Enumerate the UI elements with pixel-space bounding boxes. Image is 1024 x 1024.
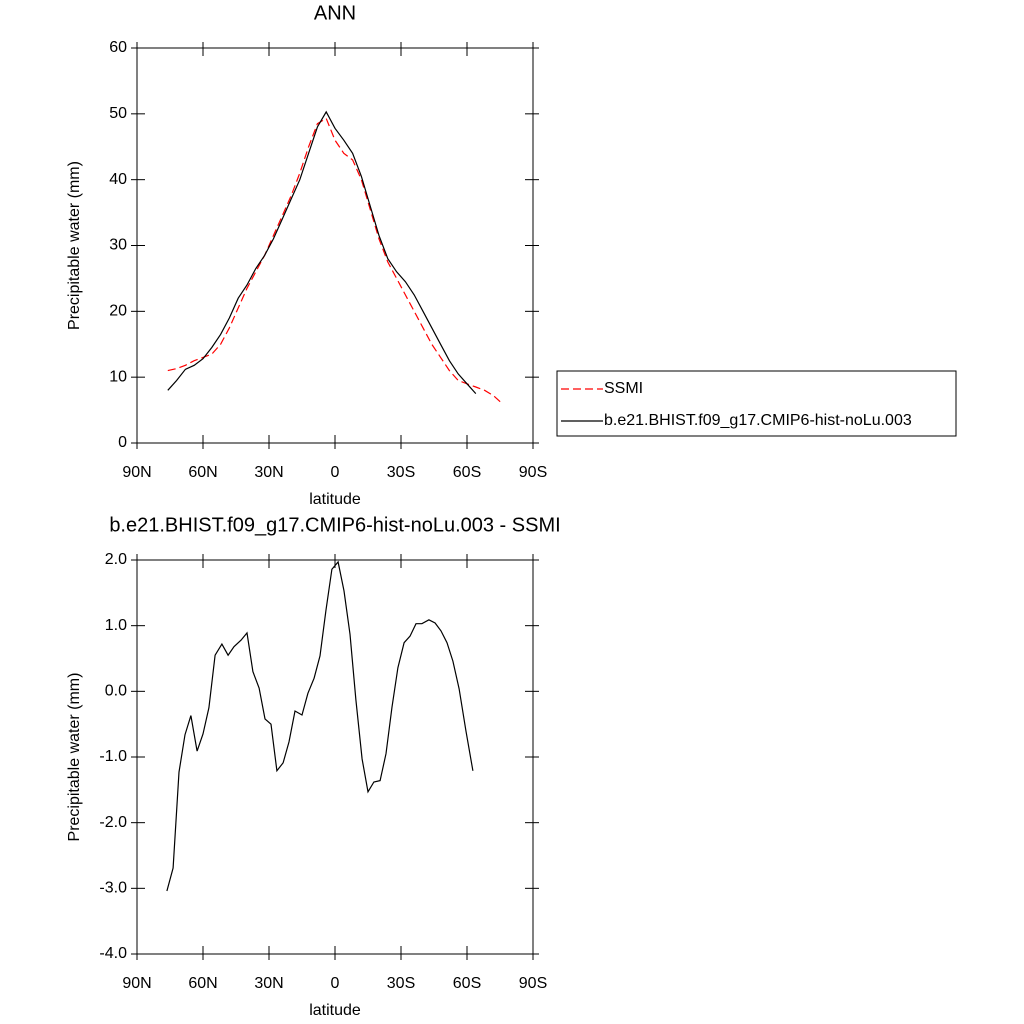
x-tick-label: 90N <box>122 464 151 481</box>
legend-label: b.e21.BHIST.f09_g17.CMIP6-hist-noLu.003 <box>604 412 912 429</box>
legend-box <box>556 370 957 437</box>
data-line <box>166 560 474 892</box>
y-tick-label: -2.0 <box>99 814 127 831</box>
y-tick-label: 20 <box>109 303 127 320</box>
plot-frame <box>136 47 534 444</box>
x-tick-label: 90N <box>122 975 151 992</box>
y-axis-label: Precipitable water (mm) <box>66 673 83 842</box>
data-line <box>167 110 477 395</box>
x-tick-label: 30N <box>254 975 283 992</box>
x-tick-label: 0 <box>331 464 340 481</box>
x-tick-label: 60S <box>453 975 481 992</box>
y-tick-label: 2.0 <box>105 551 127 568</box>
y-tick-label: 60 <box>109 39 127 56</box>
x-tick-label: 90S <box>519 975 547 992</box>
x-tick-label: 0 <box>331 975 340 992</box>
y-tick-label: -4.0 <box>99 945 127 962</box>
y-tick-label: -1.0 <box>99 748 127 765</box>
legend-label: SSMI <box>604 380 643 397</box>
x-tick-label: 30S <box>387 464 415 481</box>
x-tick-label: 90S <box>519 464 547 481</box>
x-tick-label: 60S <box>453 464 481 481</box>
chart-title: b.e21.BHIST.f09_g17.CMIP6-hist-noLu.003 … <box>109 514 560 536</box>
y-tick-label: 30 <box>109 237 127 254</box>
y-tick-label: 10 <box>109 368 127 385</box>
y-tick-label: 0 <box>118 434 127 451</box>
y-tick-label: -3.0 <box>99 880 127 897</box>
x-tick-label: 30S <box>387 975 415 992</box>
x-axis-label: latitude <box>309 1002 361 1019</box>
y-axis-label: Precipitable water (mm) <box>66 161 83 330</box>
chart-title: ANN <box>314 2 356 24</box>
y-tick-label: 40 <box>109 171 127 188</box>
plot-frame <box>136 559 534 955</box>
x-tick-label: 60N <box>188 975 217 992</box>
x-axis-label: latitude <box>309 491 361 508</box>
x-tick-label: 60N <box>188 464 217 481</box>
y-tick-label: 50 <box>109 105 127 122</box>
y-tick-label: 1.0 <box>105 617 127 634</box>
x-tick-label: 30N <box>254 464 283 481</box>
y-tick-label: 0.0 <box>105 683 127 700</box>
data-line <box>167 117 503 404</box>
